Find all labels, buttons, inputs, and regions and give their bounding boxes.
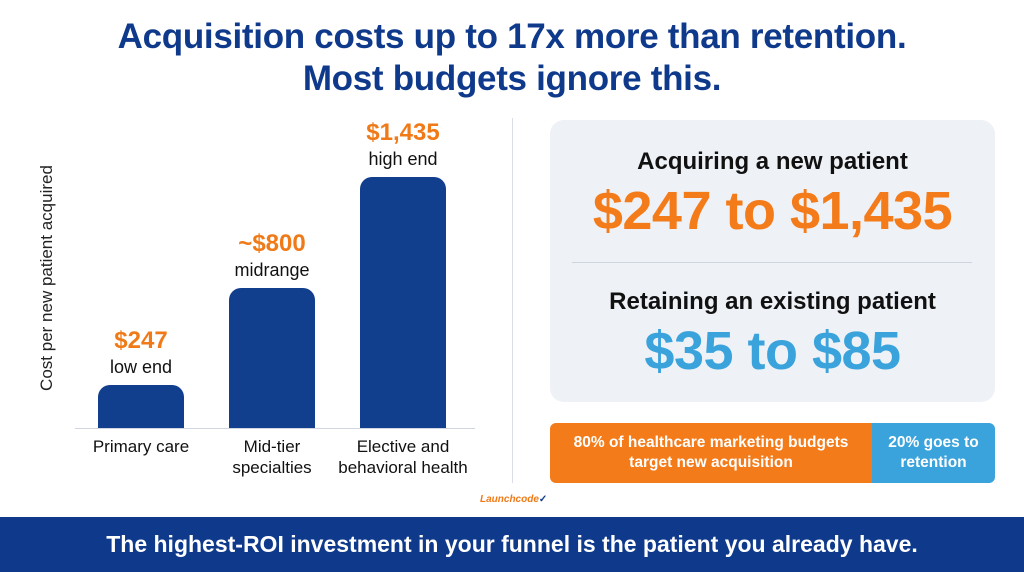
bar-1: [98, 385, 184, 428]
logo-text: Launchcode: [480, 494, 539, 505]
bar-value-label-2: ~$800: [238, 230, 306, 257]
category-label-line: Mid-tier: [243, 437, 301, 456]
retention-share: 20% goes to retention: [872, 423, 995, 483]
card-separator: [572, 262, 972, 263]
section-divider: [512, 118, 513, 483]
title-line-2: Most budgets ignore this.: [302, 59, 722, 98]
acquire-heading: Acquiring a new patient: [637, 148, 908, 175]
bar-note-3: high end: [368, 149, 438, 169]
bar-3: [360, 177, 446, 428]
category-label-line: Elective and: [356, 437, 450, 456]
chart-baseline: [75, 428, 475, 429]
category-label-2: Mid-tier specialties: [197, 436, 347, 478]
category-label-line: specialties: [232, 458, 312, 477]
page-title: Acquisition costs up to 17x more than re…: [0, 16, 1024, 100]
retain-heading: Retaining an existing patient: [609, 288, 936, 315]
title-line-1: Acquisition costs up to 17x more than re…: [117, 17, 907, 56]
acquisition-share: 80% of healthcare marketing budgets targ…: [550, 423, 872, 483]
launchcode-logo: Launchcode✓: [480, 494, 547, 505]
cost-comparison-card: Acquiring a new patient $247 to $1,435 R…: [550, 120, 995, 402]
logo-check-icon: ✓: [538, 494, 548, 505]
footer-banner: The highest-ROI investment in your funne…: [0, 517, 1024, 572]
category-label-3: Elective and behavioral health: [328, 436, 478, 478]
bar-2: [229, 288, 315, 428]
bar-note-1: low end: [109, 357, 173, 377]
retain-range: $35 to $85: [644, 321, 901, 381]
category-label-1: Primary care: [66, 436, 216, 457]
category-label-line: Primary care: [92, 437, 190, 456]
chart-y-axis-label: Cost per new patient acquired: [37, 165, 56, 391]
bar-value-label-3: $1,435: [366, 119, 440, 146]
bar-value-label-1: $247: [114, 327, 168, 354]
acquire-range: $247 to $1,435: [592, 181, 953, 241]
bar-note-2: midrange: [234, 260, 310, 280]
category-label-line: behavioral health: [338, 458, 468, 477]
budget-split-bar: 80% of healthcare marketing budgets targ…: [550, 423, 995, 483]
